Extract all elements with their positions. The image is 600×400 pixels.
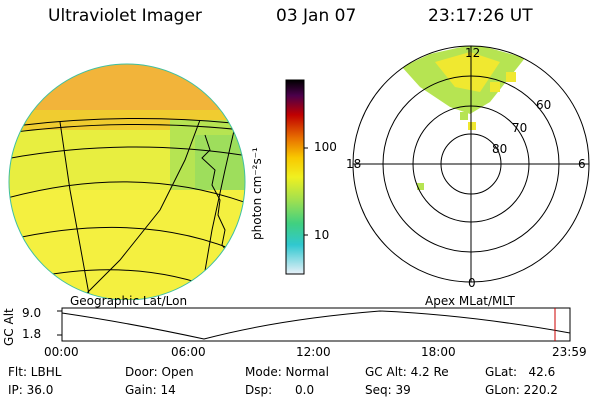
colorbar-unit-label: photon cm⁻²s⁻¹	[250, 147, 264, 240]
map-label: Geographic Lat/Lon	[70, 294, 188, 308]
polar-plot	[352, 45, 590, 283]
instrument-title: Ultraviolet Imager	[48, 6, 202, 26]
mlt-label-0: 0	[468, 276, 476, 290]
time-label: 23:17:26 UT	[428, 6, 533, 26]
xtick-1200: 12:00	[296, 345, 331, 359]
mlt-label-12: 12	[465, 46, 481, 60]
geographic-map	[8, 63, 246, 300]
status-glat: GLat: 42.6	[485, 365, 556, 379]
status-glon: GLon: 220.2	[485, 383, 558, 397]
xtick-0600: 06:00	[171, 345, 206, 359]
status-seq: Seq: 39	[365, 383, 411, 397]
altitude-curve	[61, 310, 571, 340]
colorbar-tick-10: 10	[314, 228, 330, 242]
altitude-ytick-9: 9.0	[22, 306, 42, 320]
lat-label-60: 60	[536, 98, 552, 112]
status-door: Door: Open	[125, 365, 194, 379]
altitude-ylabel: GC Alt	[2, 308, 16, 346]
lat-label-80: 80	[492, 142, 508, 156]
polar-label: Apex MLat/MLT	[425, 294, 515, 308]
date-label: 03 Jan 07	[276, 6, 357, 26]
xtick-2359: 23:59	[552, 345, 587, 359]
lat-label-70: 70	[512, 121, 528, 135]
status-flt: Flt: LBHL	[8, 365, 62, 379]
status-gain: Gain: 14	[125, 383, 176, 397]
mlt-label-18: 18	[346, 157, 362, 171]
xtick-0000: 00:00	[44, 345, 79, 359]
status-mode: Mode: Normal	[245, 365, 329, 379]
altitude-ytick-1-8: 1.8	[22, 327, 42, 341]
status-dsp: Dsp: 0.0	[245, 383, 315, 397]
status-gc-alt: GC Alt: 4.2 Re	[365, 365, 449, 379]
xtick-1800: 18:00	[421, 345, 456, 359]
colorbar-tick-100: 100	[314, 140, 337, 154]
colorbar	[285, 79, 308, 275]
mlt-label-6: 6	[578, 157, 586, 171]
altitude-plot	[57, 307, 571, 342]
status-ip: IP: 36.0	[8, 383, 54, 397]
